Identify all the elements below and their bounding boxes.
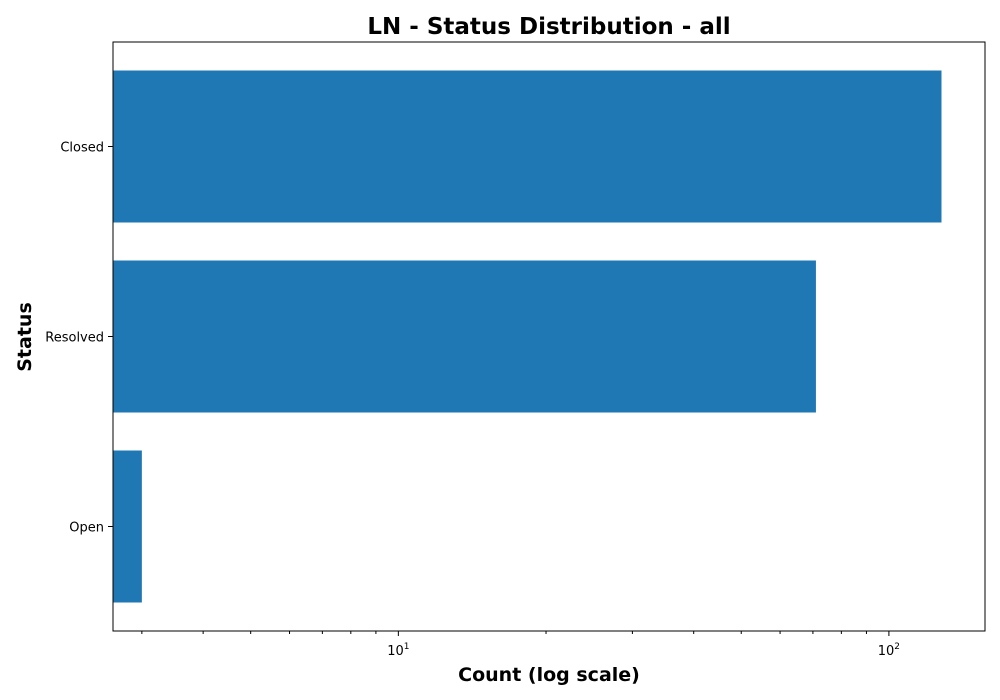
x-axis-label: Count (log scale) [458,664,640,686]
bar-closed [113,70,942,223]
bars-group [113,70,942,603]
chart-title: LN - Status Distribution - all [367,14,730,40]
y-tick-label-open: Open [69,521,104,536]
y-axis-label: Status [14,302,36,372]
bar-resolved [113,260,816,413]
x-tick-base: 10 [878,644,895,659]
y-tick-label-resolved: Resolved [45,331,104,346]
x-tick-label: 101 [387,642,409,659]
y-tick-label-closed: Closed [60,141,104,156]
x-tick-exponent: 1 [404,642,410,652]
bar-open [113,450,142,603]
plot-frame [112,41,986,632]
x-tick-base: 10 [387,644,404,659]
x-tick-exponent: 2 [894,642,900,652]
x-tick-label: 102 [878,642,900,659]
